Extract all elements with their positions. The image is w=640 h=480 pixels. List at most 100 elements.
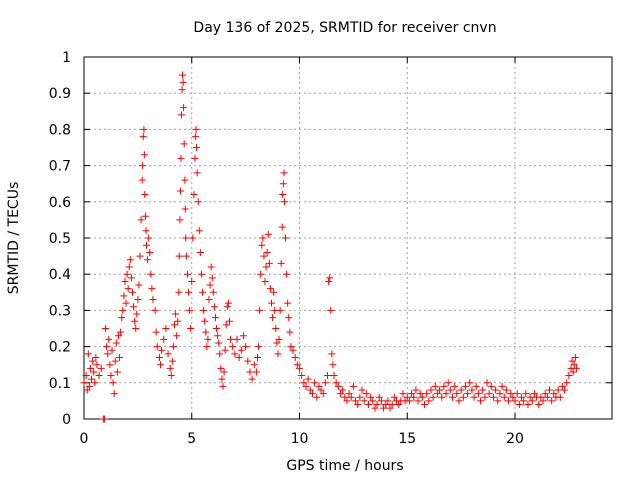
data-point [528, 397, 536, 405]
data-point [373, 401, 381, 409]
data-point [436, 386, 444, 394]
data-point [539, 397, 547, 405]
data-point [192, 125, 200, 133]
data-point [259, 234, 267, 242]
data-point [423, 390, 431, 398]
data-point [219, 382, 227, 390]
data-point [352, 397, 360, 405]
data-point [124, 285, 132, 293]
data-point [524, 401, 532, 409]
data-point [155, 353, 163, 361]
data-point [105, 335, 113, 343]
data-point [382, 401, 390, 409]
data-point [206, 281, 214, 289]
data-point [203, 343, 211, 351]
data-point [199, 288, 207, 296]
data-point [262, 263, 270, 271]
data-point [118, 314, 126, 322]
data-point [367, 393, 375, 401]
data-point [444, 379, 452, 387]
data-point [252, 368, 260, 376]
data-point [216, 350, 224, 358]
data-point [144, 256, 152, 264]
data-point [253, 353, 261, 361]
data-point [182, 234, 190, 242]
data-point [189, 234, 197, 242]
x-tick-label: 10 [291, 431, 309, 447]
data-point [164, 350, 172, 358]
data-point [220, 368, 228, 376]
data-point [513, 390, 521, 398]
data-point [474, 390, 482, 398]
data-point [141, 191, 149, 199]
data-point [522, 390, 530, 398]
data-point [472, 382, 480, 390]
data-point [311, 379, 319, 387]
data-point [431, 382, 439, 390]
data-point [229, 343, 237, 351]
data-point [468, 386, 476, 394]
data-point [280, 169, 288, 177]
data-point [371, 404, 379, 412]
data-point [128, 288, 136, 296]
data-point [375, 393, 383, 401]
data-point [461, 382, 469, 390]
data-point [132, 325, 140, 332]
y-tick-label: 0 [62, 412, 71, 428]
data-point [217, 364, 225, 372]
data-point [108, 346, 116, 354]
data-point [466, 379, 474, 387]
data-point [535, 401, 543, 409]
data-point [429, 393, 437, 401]
data-point [354, 401, 362, 409]
data-point [201, 317, 209, 325]
y-axis-title: SRMTID / TECUs [6, 182, 22, 295]
data-point [145, 234, 153, 242]
data-point [289, 346, 297, 354]
data-point [237, 346, 245, 354]
data-point [221, 346, 229, 354]
data-point [152, 328, 160, 336]
data-point [278, 223, 286, 231]
data-point [332, 379, 340, 387]
data-point [140, 125, 148, 133]
data-point [181, 176, 189, 184]
data-point [97, 364, 105, 372]
data-point [127, 274, 135, 282]
data-point [433, 390, 441, 398]
data-point [507, 390, 515, 398]
data-point [104, 350, 112, 358]
data-point [280, 198, 288, 206]
data-point [421, 401, 429, 409]
data-point [349, 382, 357, 390]
data-point [326, 274, 334, 282]
data-point [477, 397, 485, 405]
data-point [86, 364, 94, 372]
data-point [186, 306, 194, 314]
data-point [218, 375, 226, 383]
grid [84, 57, 612, 419]
data-point [569, 368, 577, 376]
x-tick-label: 5 [187, 431, 196, 447]
data-point [315, 382, 323, 390]
data-point [485, 390, 493, 398]
data-point [279, 180, 287, 188]
data-point [572, 364, 580, 372]
data-point [250, 361, 258, 369]
data-point [483, 379, 491, 387]
data-point [140, 151, 148, 159]
data-point [210, 303, 218, 311]
data-point [147, 270, 155, 278]
data-point [130, 303, 138, 311]
data-point [270, 288, 278, 296]
data-point [425, 397, 433, 405]
chart-title: Day 136 of 2025, SRMTID for receiver cnv… [193, 20, 496, 36]
data-point [414, 397, 422, 405]
data-point [300, 379, 308, 387]
data-point [275, 335, 283, 343]
data-point [200, 306, 208, 314]
data-point [162, 325, 170, 332]
data-point [457, 386, 465, 394]
data-point [213, 325, 221, 332]
